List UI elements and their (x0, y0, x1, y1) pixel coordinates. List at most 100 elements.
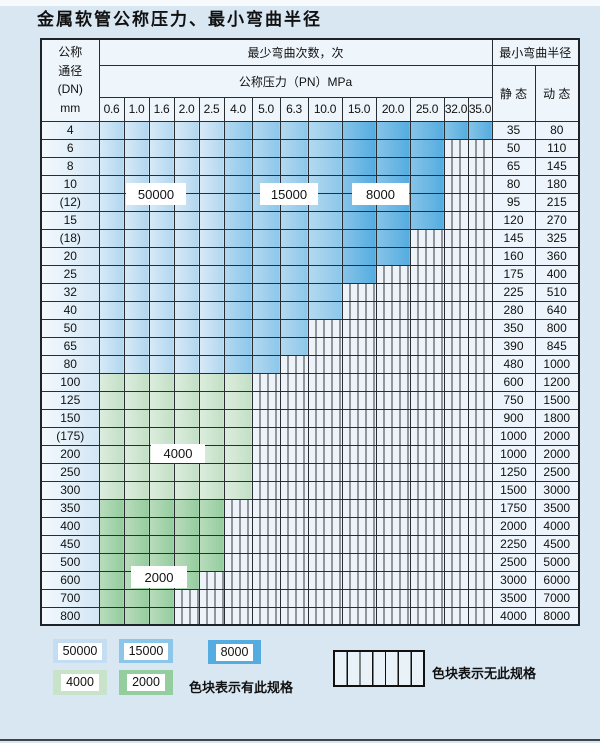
zone-label-2000: 2000 (131, 566, 187, 588)
legend-note-no-spec: 色块表示无此规格 (432, 666, 537, 681)
cell-spec (223, 444, 253, 464)
cell-spec (198, 372, 225, 392)
cell-no-spec (443, 534, 469, 554)
cell-spec (251, 300, 281, 320)
cell-spec (409, 192, 445, 212)
static-cell: 95 (491, 192, 536, 212)
dynamic-cell: 360 (534, 246, 580, 266)
cell-spec (198, 480, 225, 500)
table-row: 100 600 1200 (40, 372, 580, 392)
cell-spec (123, 588, 150, 608)
cell-no-spec (467, 570, 493, 590)
cell-no-spec (375, 354, 411, 374)
cell-spec (223, 120, 253, 140)
static-cell: 1250 (491, 462, 536, 482)
cell-no-spec (443, 246, 469, 266)
cell-spec (148, 300, 175, 320)
dn-cell: 25 (40, 264, 100, 284)
cell-no-spec (279, 354, 309, 374)
cell-spec (198, 498, 225, 518)
cell-spec (307, 156, 343, 176)
cell-spec (341, 210, 377, 230)
cell-no-spec (279, 516, 309, 536)
cell-spec (173, 480, 200, 500)
cell-spec (223, 246, 253, 266)
legend-block-2000: 2000 (119, 670, 173, 695)
cell-no-spec (341, 300, 377, 320)
static-cell: 1000 (491, 444, 536, 464)
pressure-col-header: 1.6 (148, 96, 175, 122)
static-cell: 600 (491, 372, 536, 392)
cell-no-spec (409, 606, 445, 626)
dn-cell: 10 (40, 174, 100, 194)
cell-spec (148, 156, 175, 176)
corner-line: mm (60, 100, 81, 115)
dynamic-cell: 4000 (534, 516, 580, 536)
cell-no-spec (307, 372, 343, 392)
static-cell: 1500 (491, 480, 536, 500)
cell-spec (173, 426, 200, 446)
pressure-col-header: 25.0 (409, 96, 445, 122)
cell-no-spec (443, 426, 469, 446)
cell-spec (98, 516, 125, 536)
cell-spec (123, 534, 150, 554)
cell-spec (279, 336, 309, 356)
cell-spec (198, 246, 225, 266)
dn-cell: 350 (40, 498, 100, 518)
cell-spec (148, 264, 175, 284)
cell-spec (198, 426, 225, 446)
cell-no-spec (467, 372, 493, 392)
cell-no-spec (375, 300, 411, 320)
table-body: 4 35 80 6 50 110 8 65 145 10 80 180 (12) 95 215 15 120 27… (40, 120, 580, 626)
cell-spec (173, 120, 200, 140)
cell-spec (98, 588, 125, 608)
legend-block-4000: 4000 (53, 670, 107, 695)
cell-spec (251, 228, 281, 248)
legend-block-15000: 15000 (119, 639, 173, 663)
dn-cell: 125 (40, 390, 100, 410)
cell-no-spec (341, 462, 377, 482)
cell-no-spec (467, 174, 493, 194)
cell-no-spec (223, 534, 253, 554)
zone-label-15000: 15000 (260, 183, 318, 205)
cell-spec (123, 462, 150, 482)
cell-spec (375, 156, 411, 176)
cell-spec (375, 228, 411, 248)
table-row: 80 480 1000 (40, 354, 580, 374)
cell-spec (123, 336, 150, 356)
cell-no-spec (279, 498, 309, 518)
cell-spec (98, 156, 125, 176)
legend-label-2000: 2000 (127, 674, 165, 691)
dynamic-cell: 7000 (534, 588, 580, 608)
cell-spec (148, 462, 175, 482)
dynamic-col-header: 动 态 (534, 64, 580, 122)
cell-no-spec (251, 534, 281, 554)
cell-no-spec (341, 606, 377, 626)
cell-no-spec (467, 246, 493, 266)
cell-spec (98, 336, 125, 356)
cell-spec (251, 264, 281, 284)
cell-no-spec (467, 228, 493, 248)
cell-no-spec (409, 264, 445, 284)
cell-spec (148, 516, 175, 536)
cell-spec (148, 588, 175, 608)
cell-spec (173, 462, 200, 482)
cell-no-spec (409, 408, 445, 428)
cell-spec (341, 246, 377, 266)
cell-no-spec (251, 444, 281, 464)
cell-spec (98, 480, 125, 500)
cell-no-spec (443, 372, 469, 392)
cell-no-spec (443, 390, 469, 410)
page-title: 金属软管公称压力、最小弯曲半径 (37, 10, 322, 30)
cell-spec (279, 264, 309, 284)
cell-no-spec (409, 300, 445, 320)
pressure-col-header: 0.6 (98, 96, 125, 122)
cell-spec (341, 120, 377, 140)
dn-cell: 6 (40, 138, 100, 158)
dynamic-cell: 4500 (534, 534, 580, 554)
dynamic-cell: 5000 (534, 552, 580, 572)
table-row: 25 175 400 (40, 264, 580, 284)
cell-spec (98, 192, 125, 212)
cell-spec (148, 246, 175, 266)
cell-no-spec (409, 534, 445, 554)
